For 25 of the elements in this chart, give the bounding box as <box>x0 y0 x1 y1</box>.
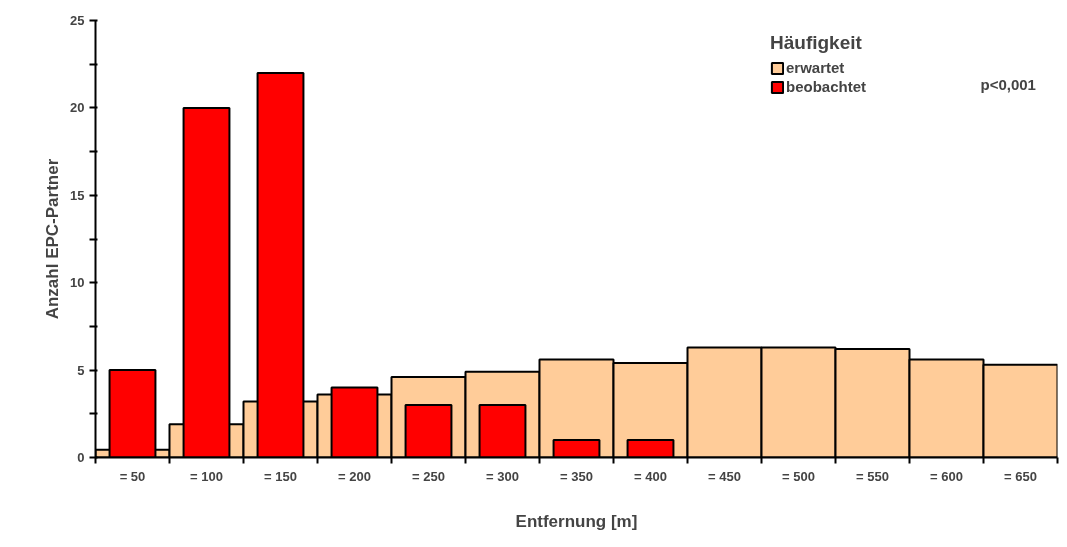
x-tick-label: = 150 <box>264 468 297 484</box>
y-tick-label: 0 <box>77 450 85 465</box>
x-axis-title: Entfernung [m] <box>515 511 638 531</box>
x-tick-label: = 250 <box>412 468 445 484</box>
y-tick-label: 5 <box>77 362 85 378</box>
y-tick-label: 20 <box>70 100 85 116</box>
x-tick-label: = 50 <box>119 468 146 484</box>
legend-title: Häufigkeit <box>770 32 863 54</box>
x-tick-label: = 550 <box>856 468 889 484</box>
x-tick-label: = 500 <box>782 468 815 484</box>
x-tick-label: = 600 <box>930 468 963 484</box>
x-tick-label: = 650 <box>1004 468 1037 484</box>
y-tick-label: 25 <box>70 13 85 28</box>
x-tick-label: = 450 <box>708 468 741 484</box>
x-tick-label: = 400 <box>634 468 667 484</box>
legend-label: erwartet <box>786 59 845 76</box>
x-tick-label: = 100 <box>190 468 223 484</box>
y-tick-label: 15 <box>70 187 85 203</box>
legend-label: beobachtet <box>786 78 867 95</box>
x-tick-label: = 300 <box>486 468 519 484</box>
y-tick-label: 10 <box>70 275 85 291</box>
annotation: p<0,001 <box>980 75 1036 93</box>
x-tick-label: = 200 <box>338 468 371 484</box>
y-axis-title: Anzahl EPC-Partner <box>43 158 63 320</box>
x-tick-label: = 350 <box>560 468 593 484</box>
